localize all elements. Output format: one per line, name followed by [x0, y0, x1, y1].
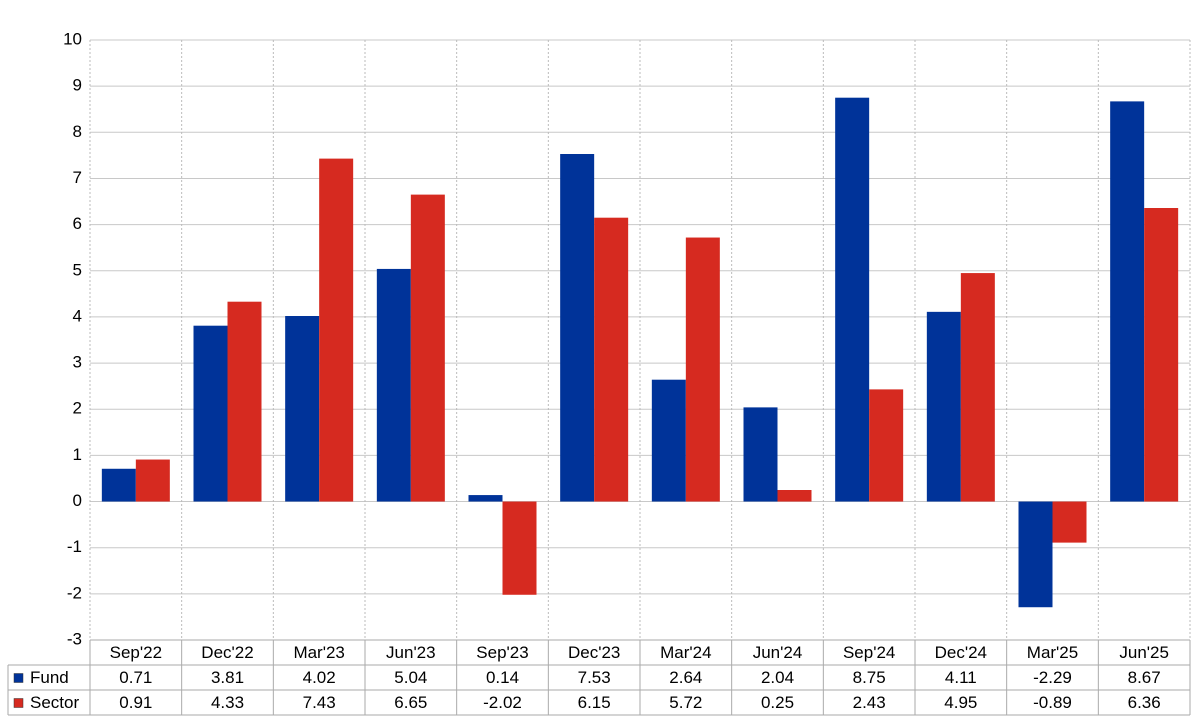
x-tick-label: Dec'22	[201, 643, 253, 662]
table-value: -2.02	[483, 693, 522, 712]
bar	[926, 311, 961, 502]
table-value: 7.53	[578, 668, 611, 687]
bar	[1144, 208, 1179, 502]
table-value: 8.75	[853, 668, 886, 687]
bar	[101, 468, 136, 502]
bar	[777, 490, 812, 502]
legend-label: Sector	[30, 693, 79, 712]
bar	[869, 389, 904, 502]
table-value: 2.64	[669, 668, 702, 687]
table-value: 4.33	[211, 693, 244, 712]
y-tick-label: 6	[73, 214, 82, 233]
bar	[560, 154, 595, 502]
bar	[835, 97, 870, 502]
bar	[743, 407, 778, 502]
bar	[502, 501, 537, 595]
bar	[651, 379, 686, 502]
y-tick-label: -3	[67, 629, 82, 648]
bar	[376, 268, 411, 502]
table-value: 8.67	[1128, 668, 1161, 687]
bar	[685, 237, 720, 502]
table-value: 2.43	[853, 693, 886, 712]
x-tick-label: Jun'25	[1119, 643, 1169, 662]
table-value: 0.71	[119, 668, 152, 687]
y-tick-label: 2	[73, 399, 82, 418]
bar	[1052, 501, 1087, 543]
y-tick-label: 9	[73, 76, 82, 95]
x-tick-label: Sep'22	[110, 643, 162, 662]
legend-swatch	[13, 673, 24, 683]
table-value: 0.25	[761, 693, 794, 712]
table-value: 3.81	[211, 668, 244, 687]
bar	[1110, 101, 1145, 502]
table-value: -2.29	[1033, 668, 1072, 687]
y-tick-label: 4	[73, 306, 82, 325]
y-tick-label: 10	[63, 29, 82, 48]
y-tick-label: -1	[67, 537, 82, 556]
y-tick-label: 3	[73, 353, 82, 372]
table-value: 6.36	[1128, 693, 1161, 712]
x-tick-label: Mar'23	[293, 643, 344, 662]
table-value: 6.65	[394, 693, 427, 712]
y-tick-label: 5	[73, 260, 82, 279]
bar	[594, 217, 629, 502]
table-value: 5.04	[394, 668, 427, 687]
x-tick-label: Sep'23	[476, 643, 528, 662]
bar	[319, 158, 354, 502]
y-tick-label: 0	[73, 491, 82, 510]
table-value: 2.04	[761, 668, 794, 687]
bar	[193, 325, 228, 502]
bar	[135, 459, 170, 502]
table-value: 4.95	[944, 693, 977, 712]
bar	[410, 194, 445, 502]
y-tick-label: 8	[73, 122, 82, 141]
x-tick-label: Jun'24	[753, 643, 803, 662]
bar	[1018, 501, 1053, 608]
bar	[285, 316, 320, 502]
x-tick-label: Mar'24	[660, 643, 711, 662]
bar	[468, 495, 503, 502]
y-tick-label: 7	[73, 168, 82, 187]
table-value: 4.02	[303, 668, 336, 687]
x-tick-label: Mar'25	[1027, 643, 1078, 662]
table-value: -0.89	[1033, 693, 1072, 712]
x-tick-label: Dec'24	[935, 643, 987, 662]
x-tick-label: Sep'24	[843, 643, 895, 662]
table-value: 7.43	[303, 693, 336, 712]
table-value: 0.14	[486, 668, 519, 687]
legend-swatch	[13, 698, 24, 708]
table-value: 6.15	[578, 693, 611, 712]
x-tick-label: Dec'23	[568, 643, 620, 662]
y-tick-label: 1	[73, 445, 82, 464]
y-tick-label: -2	[67, 583, 82, 602]
bar	[960, 273, 995, 502]
table-value: 0.91	[119, 693, 152, 712]
legend-label: Fund	[30, 668, 69, 687]
x-tick-label: Jun'23	[386, 643, 436, 662]
table-value: 4.11	[945, 668, 977, 687]
table-value: 5.72	[669, 693, 702, 712]
bar	[227, 301, 262, 502]
